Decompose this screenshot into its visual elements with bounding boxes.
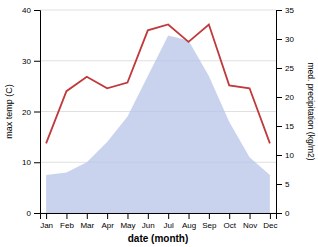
tick-label: 10: [22, 158, 31, 167]
tick-mark: [34, 10, 40, 11]
tick-mark: [189, 213, 190, 219]
tick-mark: [276, 184, 282, 185]
tick-mark: [270, 213, 271, 219]
tick-mark: [66, 213, 67, 219]
axis-line: [34, 11, 41, 214]
tick-label: 5: [285, 180, 290, 189]
tick-label: Sep: [202, 221, 217, 230]
tick-mark: [34, 112, 40, 113]
tick: Jan: [40, 213, 53, 230]
tick-mark: [127, 213, 128, 219]
tick: 10: [22, 158, 40, 167]
tick-label: 0: [285, 209, 290, 218]
tick: Feb: [60, 213, 74, 230]
line: [46, 25, 270, 144]
tick: 15: [276, 122, 294, 131]
tick-label: 20: [285, 93, 294, 102]
tick-mark: [276, 126, 282, 127]
y-axis: 0 10 20 30 40: [22, 6, 40, 218]
tick: 0: [276, 209, 290, 218]
tick-label: 30: [22, 57, 31, 66]
y2-axis-title: med. precipitation (kg/m2): [306, 62, 316, 160]
chart: 0 10 20 30 40 0 5 10 15 20 25 30 35 Jan Feb Mar Apr May Ju…: [0, 0, 318, 247]
tick-mark: [148, 213, 149, 219]
tick-label: 35: [285, 6, 294, 15]
tick-label: Jul: [164, 221, 174, 230]
axis-line: [41, 214, 277, 220]
tick-label: Jan: [40, 221, 53, 230]
tick-mark: [34, 213, 40, 214]
tick: Nov: [243, 213, 257, 230]
tick: 30: [22, 57, 40, 66]
area: [46, 35, 270, 213]
tick: 0: [27, 209, 40, 218]
tick-mark: [34, 61, 40, 62]
tick-label: 0: [27, 209, 32, 218]
tick-mark: [34, 162, 40, 163]
tick-mark: [107, 213, 108, 219]
tick-mark: [168, 213, 169, 219]
tick: 10: [276, 151, 294, 160]
tick-mark: [276, 10, 282, 11]
tick: 30: [276, 35, 294, 44]
x-axis-title: date (month): [128, 233, 189, 244]
tick-label: May: [120, 221, 135, 230]
tick-label: Feb: [60, 221, 74, 230]
tick-label: 30: [285, 35, 294, 44]
tick-label: Dec: [263, 221, 277, 230]
tick-label: Jun: [142, 221, 155, 230]
tick-label: 40: [22, 6, 31, 15]
tick-label: 20: [22, 108, 31, 117]
tick-label: Mar: [80, 221, 94, 230]
tick: Sep: [202, 213, 217, 230]
tick-mark: [46, 213, 47, 219]
plot: 0 10 20 30 40 0 5 10 15 20 25 30 35 Jan Feb Mar Apr May Ju…: [22, 6, 294, 230]
tick-label: Nov: [243, 221, 257, 230]
tick-mark: [276, 68, 282, 69]
tick-mark: [276, 97, 282, 98]
tick-mark: [209, 213, 210, 219]
tick: 25: [276, 64, 294, 73]
grid: [40, 10, 276, 213]
tick: May: [120, 213, 135, 230]
tick-label: Apr: [101, 221, 114, 230]
grid-line: [40, 10, 276, 11]
tick-label: 15: [285, 122, 294, 131]
tick: Oct: [223, 213, 236, 230]
axis-line: [277, 11, 283, 214]
tick: Jul: [164, 213, 174, 230]
y-axis-title: max temp (C): [4, 84, 14, 139]
tick-label: 25: [285, 64, 294, 73]
tick: 40: [22, 6, 40, 15]
tick: Mar: [80, 213, 94, 230]
tick-mark: [229, 213, 230, 219]
tick: Apr: [101, 213, 114, 230]
tick-mark: [250, 213, 251, 219]
tick: 20: [276, 93, 294, 102]
tick-mark: [87, 213, 88, 219]
tick: 20: [22, 108, 40, 117]
tick: 35: [276, 6, 294, 15]
tick-mark: [276, 155, 282, 156]
tick-label: 10: [285, 151, 294, 160]
tick: Dec: [263, 213, 277, 230]
tick: Jun: [142, 213, 155, 230]
tick-mark: [276, 39, 282, 40]
tick: 5: [276, 180, 290, 189]
marks: [46, 25, 270, 214]
tick: Aug: [182, 213, 196, 230]
tick-label: Aug: [182, 221, 196, 230]
x-axis: Jan Feb Mar Apr May Jun Jul Aug Sep Oct Nov Dec: [40, 213, 277, 230]
tick-label: Oct: [223, 221, 236, 230]
y2-axis: 0 5 10 15 20 25 30 35: [276, 6, 294, 218]
